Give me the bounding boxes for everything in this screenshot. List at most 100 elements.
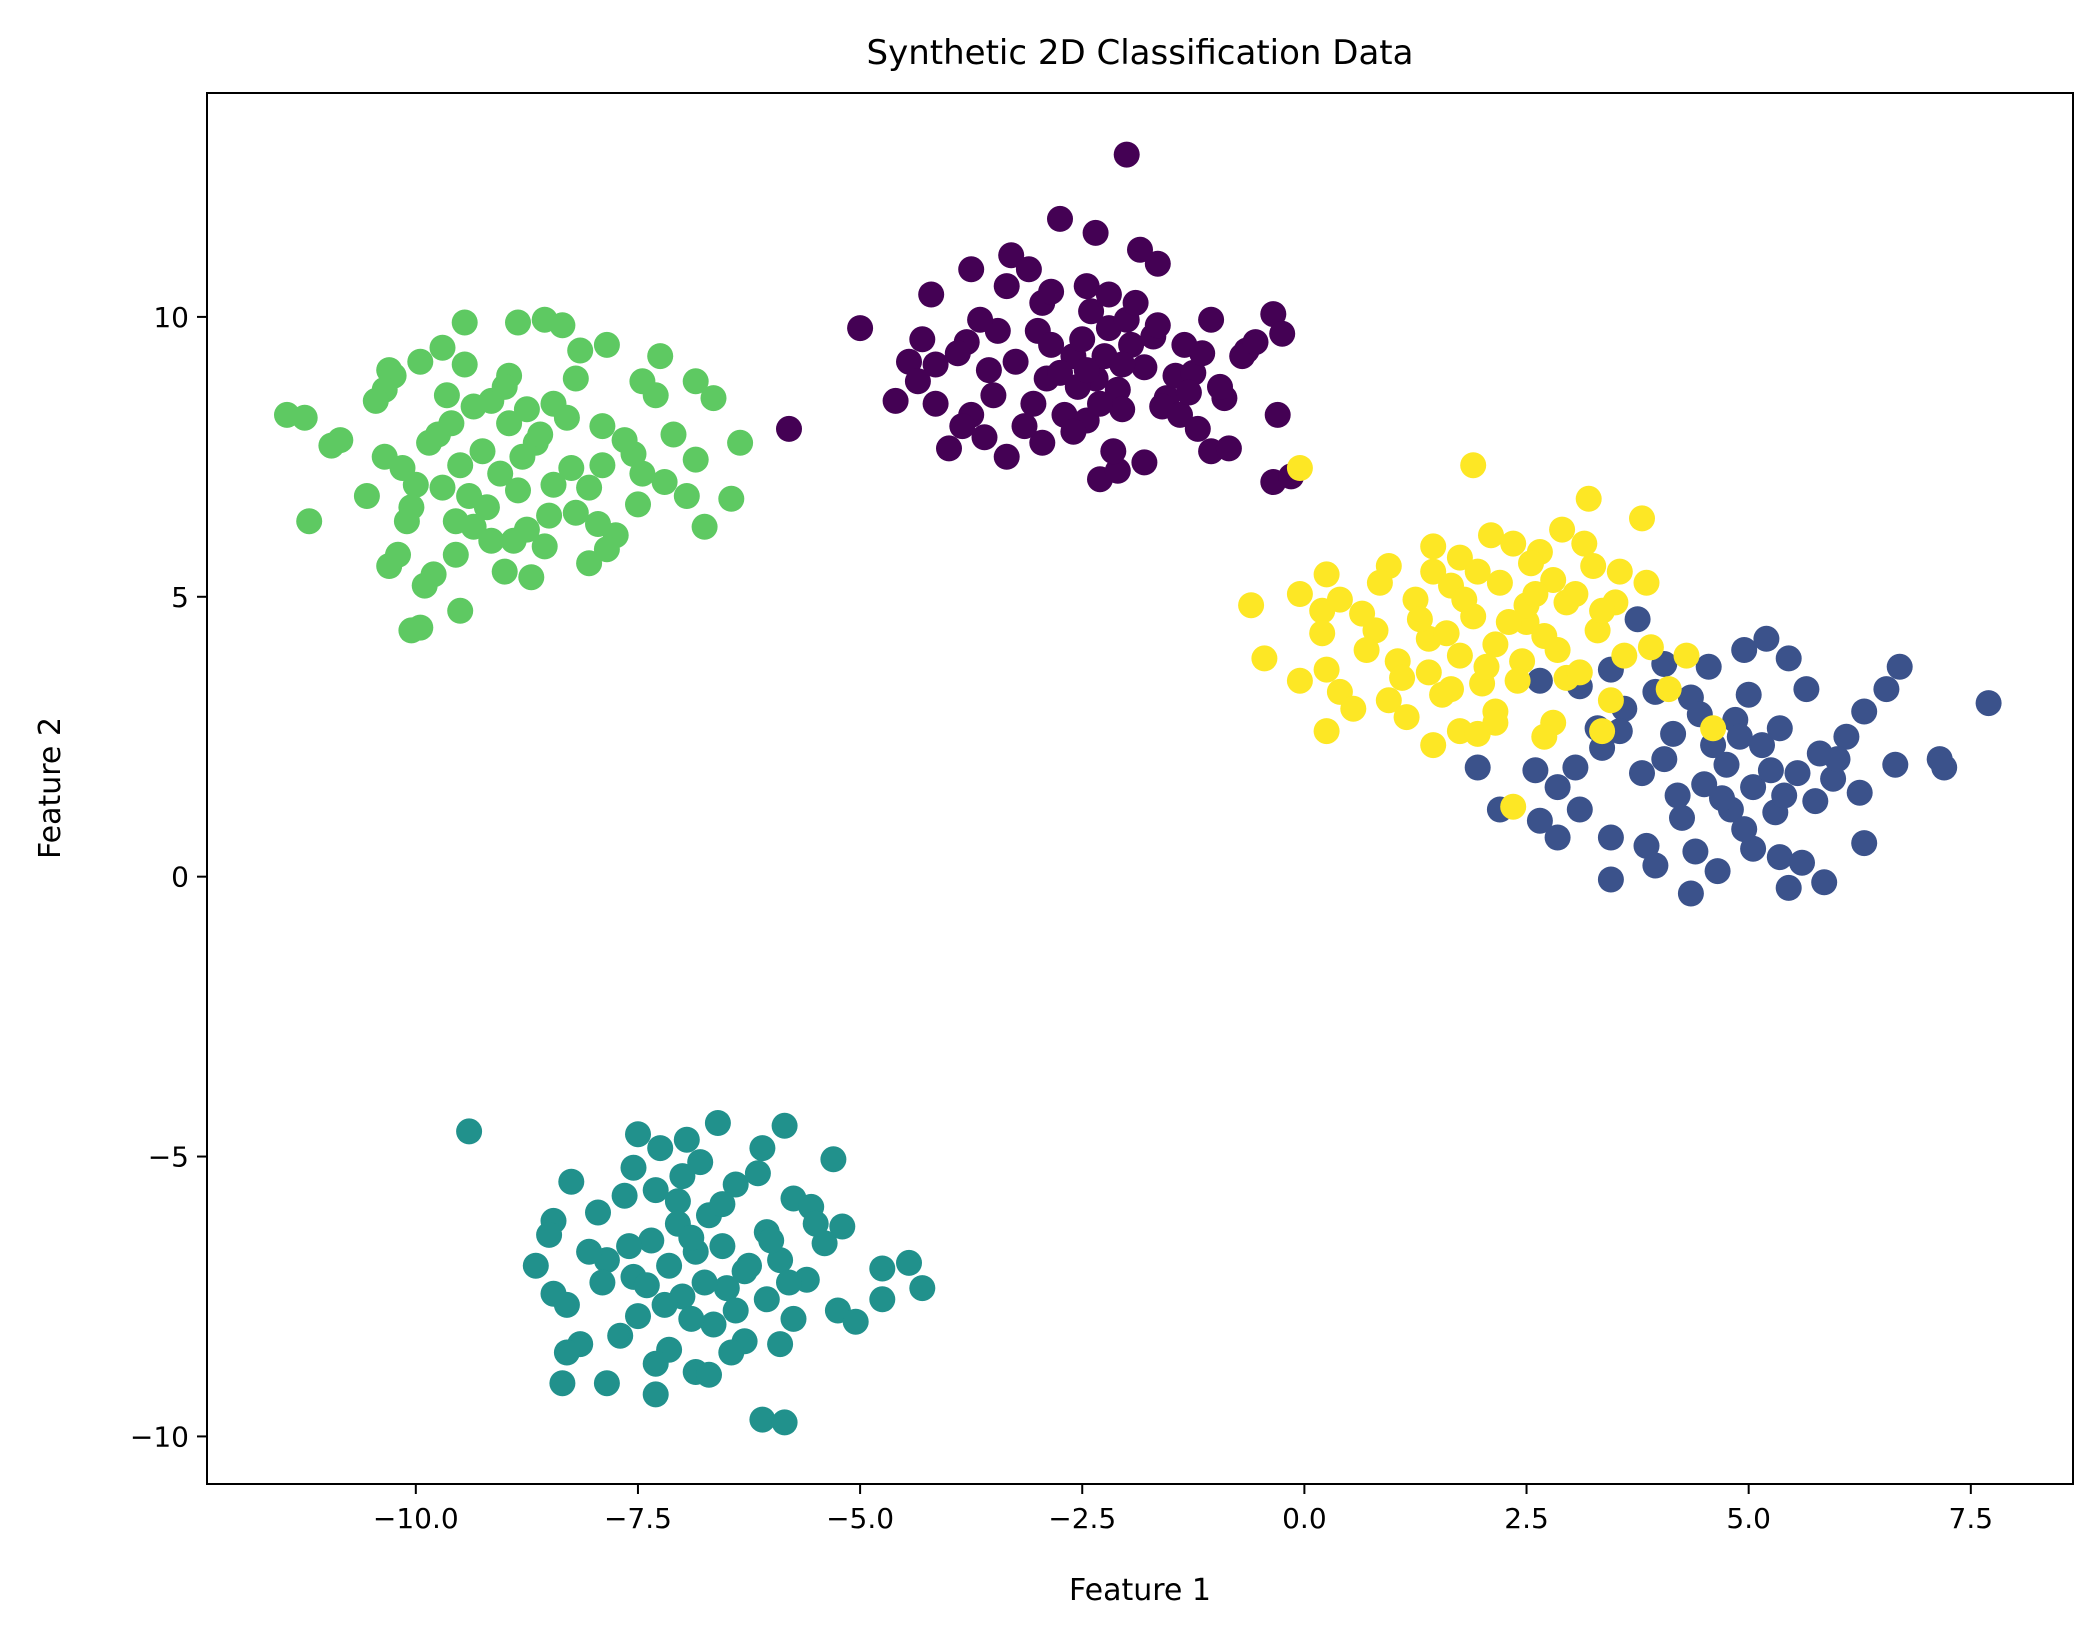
data-point xyxy=(585,511,611,537)
data-point xyxy=(442,541,469,568)
data-point xyxy=(1629,760,1655,787)
data-point xyxy=(553,1339,580,1366)
data-point xyxy=(651,469,678,495)
data-point xyxy=(638,1227,665,1254)
data-point xyxy=(642,1177,669,1204)
data-point xyxy=(500,527,527,554)
data-point xyxy=(1109,396,1136,423)
data-point xyxy=(1406,606,1433,633)
data-point xyxy=(447,452,474,479)
data-point xyxy=(731,1258,758,1285)
data-point xyxy=(1500,793,1527,820)
data-point xyxy=(700,1311,727,1338)
data-point xyxy=(1766,844,1793,871)
data-point xyxy=(513,396,540,423)
data-point xyxy=(922,390,949,417)
data-point xyxy=(1757,757,1784,784)
data-point xyxy=(291,404,318,431)
data-point xyxy=(704,1110,731,1136)
data-point xyxy=(744,1160,771,1187)
data-point xyxy=(993,273,1020,300)
data-point xyxy=(1073,357,1100,384)
data-point xyxy=(1589,718,1616,745)
data-point xyxy=(1695,653,1722,680)
data-point xyxy=(780,1305,807,1332)
data-point xyxy=(958,256,985,283)
data-point xyxy=(1127,236,1153,263)
data-point xyxy=(1313,718,1340,745)
data-point xyxy=(1846,779,1873,806)
data-point xyxy=(1606,558,1633,585)
data-point xyxy=(527,421,554,448)
data-point xyxy=(393,508,420,535)
data-point xyxy=(1802,788,1829,815)
data-point xyxy=(1175,379,1202,406)
data-point xyxy=(1122,289,1149,316)
data-point xyxy=(749,1406,776,1433)
data-point xyxy=(1669,804,1695,831)
data-point xyxy=(1824,746,1851,773)
data-point xyxy=(749,1135,776,1162)
data-point xyxy=(353,483,380,509)
x-tick-label: 2.5 xyxy=(1504,1502,1549,1535)
data-point xyxy=(709,1233,736,1260)
data-point xyxy=(1242,329,1269,356)
data-point xyxy=(633,1272,660,1299)
y-tick-label: −5 xyxy=(148,1141,189,1174)
data-point xyxy=(1313,656,1340,683)
data-point xyxy=(673,483,700,509)
data-point xyxy=(691,1269,718,1296)
data-point xyxy=(1438,676,1464,703)
data-point xyxy=(944,340,971,367)
data-point xyxy=(540,471,567,498)
data-point xyxy=(318,432,345,459)
data-point xyxy=(1402,586,1429,613)
data-point xyxy=(1784,760,1811,787)
data-point xyxy=(576,1238,603,1265)
data-point xyxy=(1522,581,1549,607)
data-point xyxy=(1775,874,1802,901)
data-point xyxy=(1269,320,1296,347)
x-tick-label: −2.5 xyxy=(1048,1502,1116,1535)
data-point xyxy=(1642,852,1669,879)
data-point xyxy=(576,550,603,577)
data-point xyxy=(1415,659,1442,686)
data-point xyxy=(1740,835,1767,862)
data-point xyxy=(918,281,945,308)
data-point xyxy=(1251,645,1278,672)
data-point xyxy=(473,494,500,521)
data-point xyxy=(1038,331,1065,358)
data-point xyxy=(558,455,585,481)
data-point xyxy=(518,564,545,591)
data-point xyxy=(478,527,505,554)
data-point xyxy=(1518,550,1544,577)
data-point xyxy=(1167,401,1193,428)
data-point xyxy=(949,413,976,440)
data-point xyxy=(1375,687,1402,714)
data-point xyxy=(1087,390,1113,417)
data-point xyxy=(553,404,580,431)
data-point xyxy=(922,351,949,378)
data-point xyxy=(1544,637,1571,663)
data-point xyxy=(642,382,669,409)
data-point xyxy=(1633,832,1660,859)
data-point xyxy=(522,1252,549,1279)
data-point xyxy=(625,1121,651,1148)
data-point xyxy=(1286,455,1313,481)
data-point xyxy=(1047,359,1073,386)
data-point xyxy=(593,331,620,358)
data-point xyxy=(1700,715,1727,742)
data-point xyxy=(1464,558,1491,585)
data-point xyxy=(1073,273,1100,300)
data-point xyxy=(1482,631,1509,658)
data-point xyxy=(1789,849,1815,876)
data-point xyxy=(767,1331,794,1358)
data-point xyxy=(1038,278,1065,305)
data-point xyxy=(1597,824,1624,851)
data-point xyxy=(491,558,518,585)
data-point xyxy=(451,351,478,378)
data-point xyxy=(1713,751,1740,778)
data-point xyxy=(1633,569,1660,596)
chart-title: Synthetic 2D Classification Data xyxy=(867,33,1414,73)
